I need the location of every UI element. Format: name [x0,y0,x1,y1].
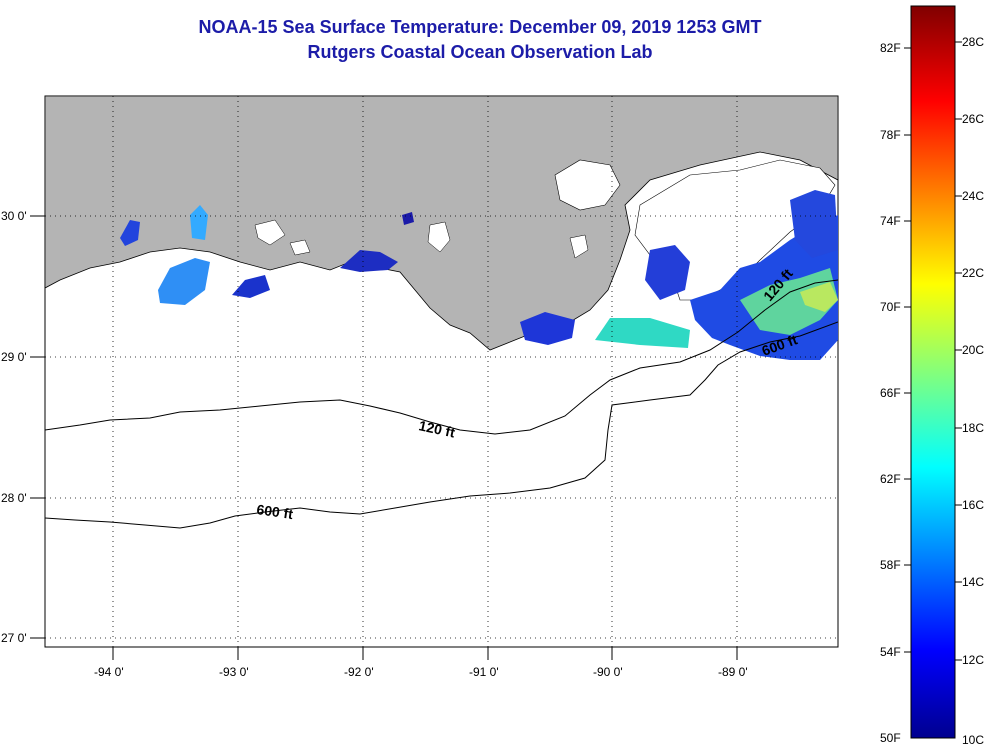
colorbar-c-label: 28C [962,35,984,49]
lon-label: -92 0' [344,665,374,679]
contour-600ft [45,321,838,529]
colorbar-c-label: 14C [962,575,984,589]
colorbar-f-label: 54F [880,645,901,659]
colorbar-f-label: 62F [880,472,901,486]
colorbar [910,5,956,739]
colorbar-f-label: 82F [880,41,901,55]
map-subtitle: Rutgers Coastal Ocean Observation Lab [307,42,653,62]
colorbar-f-label: 66F [880,386,901,400]
colorbar-f-label: 50F [880,731,901,745]
colorbar-f-label: 58F [880,558,901,572]
map-title: NOAA-15 Sea Surface Temperature: Decembe… [198,17,762,37]
lon-label: -90 0' [593,665,623,679]
colorbar-c-label: 22C [962,266,984,280]
lon-label: -93 0' [219,665,249,679]
contour-120ft [45,279,838,435]
lon-label: -94 0' [94,665,124,679]
lon-label: -91 0' [469,665,499,679]
sst-patches [120,190,838,360]
contour-label: 120 ft [417,417,456,440]
colorbar-c-label: 24C [962,189,984,203]
colorbar-f-label: 74F [880,214,901,228]
colorbar-f-label: 78F [880,128,901,142]
colorbar-f-label: 70F [880,300,901,314]
lat-label: 29 0' [1,350,27,364]
colorbar-c-label: 10C [962,733,984,747]
colorbar-c-label: 16C [962,498,984,512]
colorbar-ticks [904,41,962,661]
colorbar-c-label: 20C [962,343,984,357]
colorbar-c-label: 26C [962,112,984,126]
axis-ticks [30,215,738,660]
colorbar-c-label: 12C [962,653,984,667]
lake-shape [254,219,589,259]
lat-label: 30 0' [1,209,27,223]
lat-label: 27 0' [1,631,27,645]
lon-label: -89 0' [718,665,748,679]
colorbar-c-label: 18C [962,421,984,435]
grid-lines [45,96,838,647]
lat-label: 28 0' [1,491,27,505]
contour-label: 600 ft [256,501,295,522]
